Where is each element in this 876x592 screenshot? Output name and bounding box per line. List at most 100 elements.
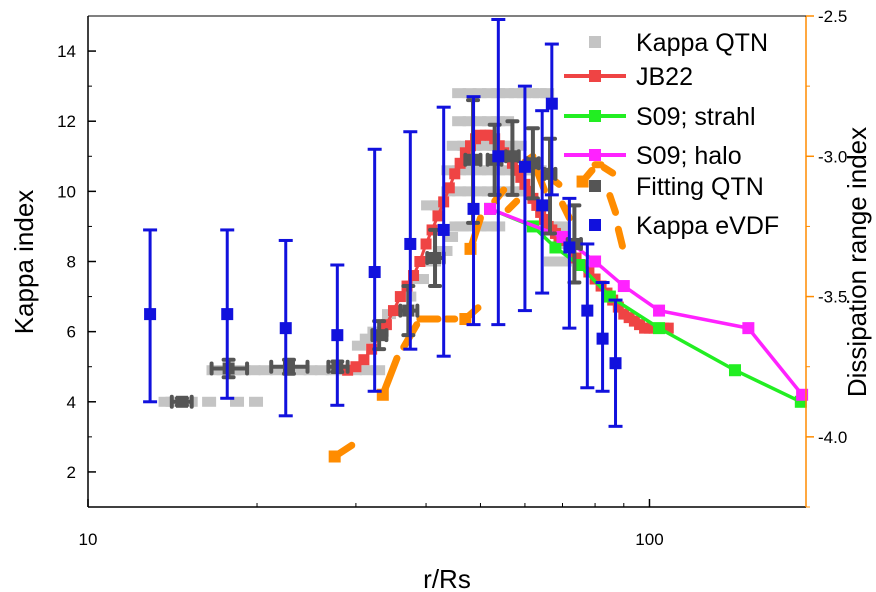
y-tick-label: 4 [67,393,76,412]
jb22-point [612,301,624,313]
kappa-qtn-point [359,365,374,376]
jb22-point [350,361,362,373]
kappa-qtn-point [270,365,285,376]
kappa-qtn-point [482,165,497,176]
fitting-qtn-marker [429,251,442,264]
kappa-qtn-point [421,200,436,211]
legend: Kappa QTN JB22 S09; strahl S09; halo Fitting… [564,29,779,240]
s09-halo-point [556,230,569,243]
jb22-point [358,354,370,366]
kappa-evdf-marker [492,150,505,163]
kappa-qtn-point [482,186,497,197]
x-tick-label: 10 [79,530,98,549]
kappa-evdf-marker [563,241,576,254]
kappa-qtn-point [472,165,487,176]
kappa-qtn-point [543,256,558,267]
kappa-qtn-point [482,88,497,99]
kappa-qtn-point [482,221,497,232]
jb22-point [394,291,406,303]
dissipation-point [328,450,341,463]
s09-halo-point [742,322,755,335]
fitting-qtn-marker [402,304,415,317]
s09-strahl-point [549,241,562,254]
plot-area [143,18,809,463]
s09-halo-point [653,304,666,317]
kappa-evdf-marker [518,160,531,173]
kappa-qtn-point [462,186,477,197]
right-axis-label: Dissipation range index [842,127,872,397]
jb22-point [662,322,674,334]
legend-item-fitting-qtn: Fitting QTN [589,173,764,201]
kappa-evdf-marker [545,97,558,110]
kappa-evdf-point [220,228,235,400]
dissipation-segment [606,192,620,216]
s09-halo-point [796,388,809,401]
kappa-qtn-point [540,88,555,99]
kappa-qtn-point [438,245,453,256]
kappa-qtn-point [258,365,273,376]
kappa-qtn-point [462,116,477,127]
kappa-qtn-point [452,116,467,127]
legend-label: Fitting QTN [636,173,764,201]
s09-halo-point [589,255,602,268]
fitting-qtn-point [503,119,521,197]
legend-item-kappa-evdf: Kappa eVDF [589,212,779,240]
legend-swatch-marker [589,180,601,192]
kappa-qtn-point [303,365,318,376]
kappa-qtn-point [371,365,386,376]
kappa-evdf-marker [437,223,450,236]
x-axis-label: r/Rs [423,564,471,592]
jb22-point [511,164,523,176]
kappa-qtn-point [554,221,569,232]
kappa-evdf-marker [467,202,480,215]
kappa-qtn-point [508,186,523,197]
jb22-point [443,182,455,194]
y-tick-label: 6 [67,323,76,342]
kappa-qtn-point [500,88,515,99]
kappa-evdf-marker [221,308,234,321]
ticks: 10 100 2 4 6 8 10 12 14 -2.5 -3.0 -3.5 -4.0 [57,7,847,549]
kappa-evdf-point [278,238,293,418]
legend-label: Kappa QTN [636,29,768,57]
kappa-qtn-point [202,396,217,407]
y2-tick-label: -2.5 [818,7,847,26]
kappa-qtn-point [477,140,492,151]
legend-label: Kappa eVDF [636,212,779,240]
jb22-point [432,210,444,222]
dissipation-point [459,313,472,326]
y-axis-label: Kappa index [9,190,39,335]
legend-swatch-marker [589,36,601,48]
kappa-qtn-point [444,231,459,242]
x-tick-label: 100 [635,530,663,549]
y-tick-label: 14 [57,42,76,61]
kappa-qtn-point [500,165,515,176]
legend-label: S09; halo [636,142,742,170]
kappa-qtn-point [414,274,429,285]
jb22-point [380,319,392,331]
fitting-qtn-marker [175,395,188,408]
dissipation-segment [504,197,521,214]
kappa-qtn-point [462,165,477,176]
legend-swatch-marker [589,110,601,122]
legend-label: JB22 [636,63,693,91]
kappa-qtn-point [359,333,374,344]
kappa-qtn-point [462,221,477,232]
legend-swatch-marker [589,70,601,82]
kappa-evdf-point [517,84,532,313]
kappa-qtn-point [524,88,539,99]
kappa-qtn-point [500,186,515,197]
s09-strahl-point [728,364,741,377]
kappa-qtn-point [230,396,245,407]
kappa-qtn-point [292,365,307,376]
y-tick-label: 2 [67,463,76,482]
kappa-evdf-marker [536,199,549,212]
kappa-evdf-marker [331,329,344,342]
fitting-qtn-point [169,394,194,409]
kappa-qtn-point [532,88,547,99]
kappa-qtn-point [452,88,467,99]
kappa-qtn-point [462,88,477,99]
s09-strahl-point [653,322,666,335]
s09-halo-point [617,280,630,293]
kappa-qtn-point [557,256,572,267]
legend-item-kappa-qtn: Kappa QTN [589,29,768,57]
